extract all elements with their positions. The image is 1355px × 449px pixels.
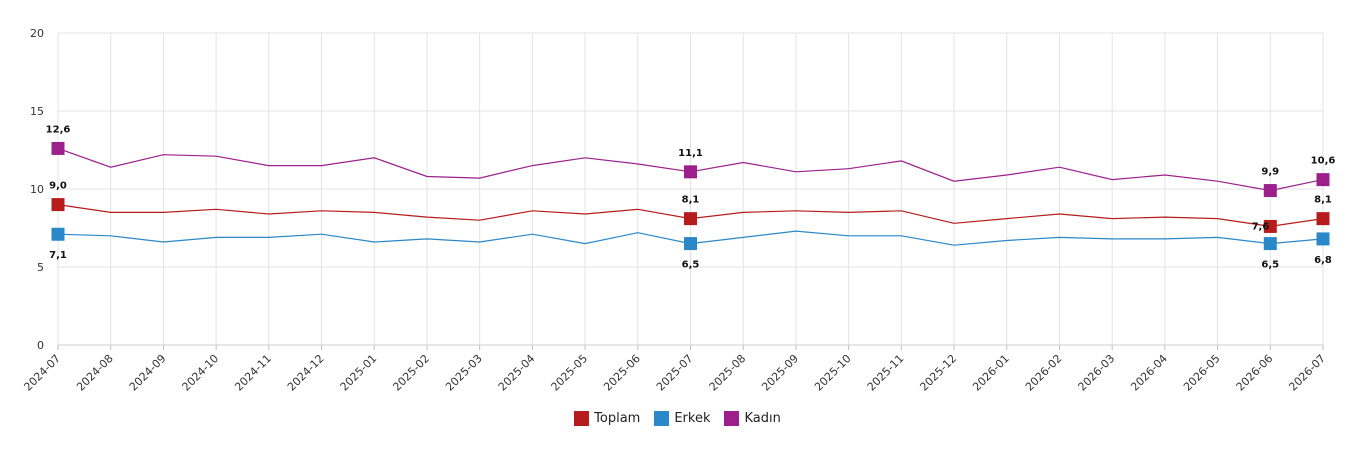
data-point-marker: [51, 227, 65, 241]
x-tick-label: 2025-12: [917, 352, 959, 394]
chart-legend: Toplam Erkek Kadın: [0, 411, 1355, 426]
data-label: 9,0: [49, 181, 67, 192]
data-point-marker: [684, 212, 697, 226]
series-markers: [51, 141, 1330, 251]
x-tick-label: 2025-03: [443, 352, 485, 394]
x-tick-label: 2026-04: [1128, 352, 1170, 394]
y-tick-label: 5: [37, 261, 44, 274]
data-point-marker: [1263, 184, 1277, 198]
data-label: 7,1: [49, 250, 67, 261]
legend-item-erkek[interactable]: Erkek: [654, 411, 710, 426]
chart-grid: [57, 32, 1324, 350]
data-point-marker: [51, 141, 65, 155]
x-tick-label: 2025-02: [390, 352, 432, 394]
data-point-marker: [1316, 212, 1330, 226]
x-tick-label: 2025-08: [707, 352, 749, 394]
data-point-marker: [1263, 219, 1277, 233]
x-tick-label: 2025-09: [759, 352, 801, 394]
y-tick-label: 15: [30, 105, 44, 118]
data-labels: 9,0 7,1 12,6 8,1 6,5 11,1 7,6 6,5 9,9 8,1 6,8 10,6: [46, 124, 1336, 270]
data-label: 8,1: [1314, 195, 1332, 206]
data-label: 7,6: [1252, 221, 1270, 232]
data-label: 10,6: [1311, 156, 1336, 167]
y-tick-label: 20: [30, 27, 44, 40]
data-label: 6,5: [1261, 260, 1279, 271]
data-point-marker: [51, 198, 65, 212]
x-tick-label: 2026-05: [1181, 352, 1223, 394]
legend-item-toplam[interactable]: Toplam: [574, 411, 640, 426]
x-tick-label: 2026-07: [1286, 352, 1328, 394]
x-tick-label: 2024-07: [21, 352, 63, 394]
y-tick-label: 10: [30, 183, 44, 196]
x-tick-label: 2026-01: [970, 352, 1012, 394]
data-label: 6,8: [1314, 255, 1332, 266]
data-point-marker: [1263, 237, 1277, 251]
data-point-marker: [1316, 173, 1330, 187]
x-tick-label: 2026-02: [1023, 352, 1065, 394]
data-label: 9,9: [1261, 167, 1279, 178]
legend-item-kadin[interactable]: Kadın: [724, 411, 781, 426]
x-tick-label: 2024-10: [180, 352, 222, 394]
y-axis: 0 5 10 15 20: [30, 27, 44, 352]
data-label: 12,6: [46, 124, 71, 135]
data-point-marker: [684, 237, 697, 251]
data-label: 6,5: [682, 260, 700, 271]
x-tick-label: 2025-10: [812, 352, 854, 394]
x-tick-label: 2026-03: [1076, 352, 1118, 394]
y-tick-label: 0: [37, 339, 44, 352]
x-tick-label: 2025-07: [654, 352, 696, 394]
legend-label-toplam: Toplam: [594, 411, 641, 426]
legend-swatch-kadin: [724, 411, 740, 426]
legend-label-kadin: Kadın: [744, 411, 781, 426]
x-tick-label: 2024-09: [127, 352, 169, 394]
x-tick-label: 2026-06: [1234, 352, 1276, 394]
data-label: 8,1: [682, 195, 700, 206]
x-tick-label: 2025-01: [338, 352, 380, 394]
legend-swatch-erkek: [654, 411, 670, 426]
x-tick-label: 2025-04: [496, 352, 538, 394]
legend-label-erkek: Erkek: [674, 411, 711, 426]
x-tick-label: 2025-05: [549, 352, 591, 394]
x-tick-label: 2024-11: [232, 352, 274, 394]
x-tick-label: 2024-08: [74, 352, 116, 394]
x-axis: 2024-07 2024-08 2024-09 2024-10 2024-11 2024-…: [21, 352, 1328, 394]
x-tick-label: 2025-11: [865, 352, 907, 394]
data-point-marker: [1316, 232, 1330, 246]
data-point-marker: [684, 165, 697, 179]
data-label: 11,1: [678, 148, 703, 159]
legend-swatch-toplam: [574, 411, 590, 426]
x-tick-label: 2024-12: [285, 352, 327, 394]
x-tick-label: 2025-06: [601, 352, 643, 394]
